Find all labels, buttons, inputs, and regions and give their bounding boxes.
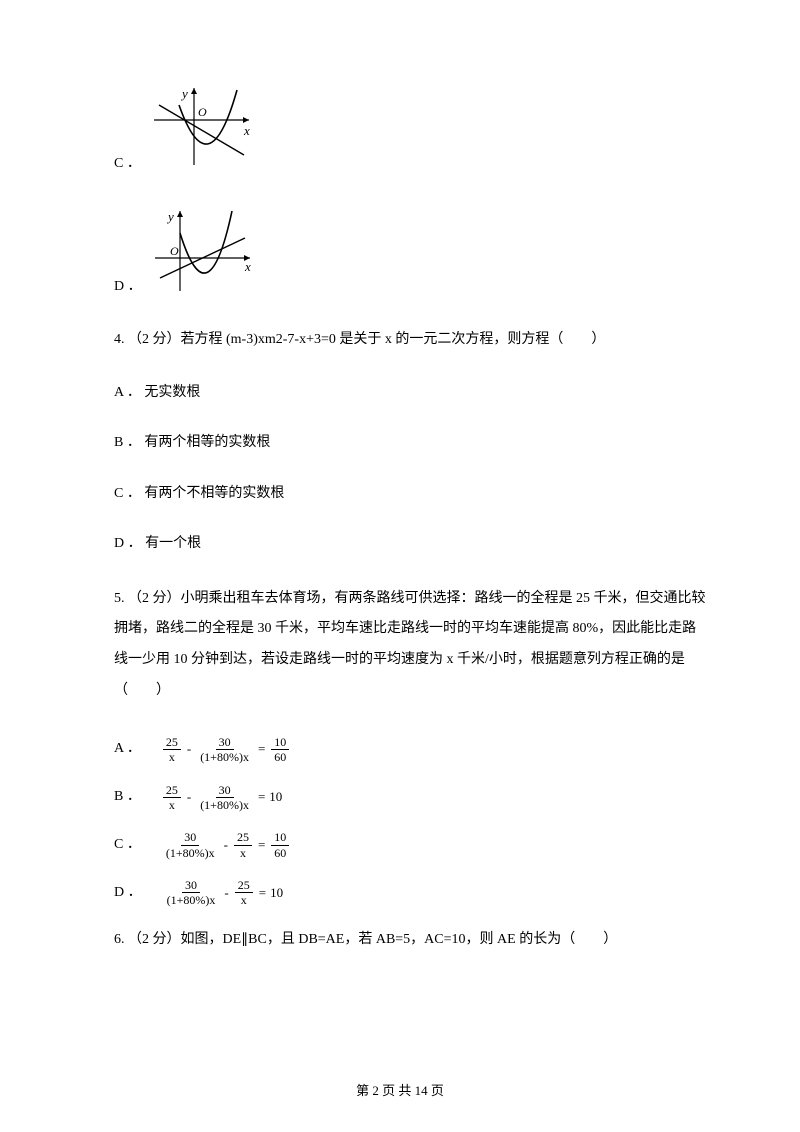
q5-b-label: B ． [114,786,141,808]
option-d-graph: D ． y x O [90,203,710,298]
question-6-text: 6. （2 分）如图，DE∥BC，且 DB=AE，若 AB=5，AC=10，则 … [114,932,617,947]
graph-c: y x O [149,80,259,175]
option-d-label: D ． [114,276,142,298]
x-axis-label: x [244,259,251,274]
q4-option-c: C ． 有两个不相等的实数根 [114,483,710,505]
q4-option-a: A ． 无实数根 [114,382,710,404]
y-axis-label: y [180,86,188,101]
q5-c-label: C ． [114,834,141,856]
q5-option-c: C ． 30(1+80%)x - 25x = 1060 [114,830,710,860]
question-6: 6. （2 分）如图，DE∥BC，且 DB=AE，若 AB=5，AC=10，则 … [114,926,710,954]
q5-b-equation: 25x - 30(1+80%)x = 10 [161,783,282,813]
q5-c-equation: 30(1+80%)x - 25x = 1060 [161,830,291,860]
page-footer: 第 2 页 共 14 页 [0,1081,800,1102]
page-number: 第 2 页 共 14 页 [356,1083,444,1098]
q5-a-equation: 25x - 30(1+80%)x = 1060 [161,735,291,765]
q5-option-a: A ． 25x - 30(1+80%)x = 1060 [114,735,710,765]
q5-option-d: D ． 30(1+80%)x - 25x = 10 [114,878,710,908]
question-5-text: 5. （2 分）小明乘出租车去体育场，有两条路线可供选择：路线一的全程是 25 … [114,591,706,698]
q5-option-b: B ． 25x - 30(1+80%)x = 10 [114,783,710,813]
graph-d: y x O [150,203,260,298]
q5-d-equation: 30(1+80%)x - 25x = 10 [162,878,283,908]
q5-a-label: A ． [114,738,141,760]
y-axis-label: y [166,209,174,224]
q5-d-label: D ． [114,882,142,904]
question-4-text: 4. （2 分）若方程 (m-3)xm2-7-x+3=0 是关于 x 的一元二次… [114,332,605,347]
q4-option-b: B ． 有两个相等的实数根 [114,432,710,454]
option-c-label: C ． [114,153,141,175]
question-5: 5. （2 分）小明乘出租车去体育场，有两条路线可供选择：路线一的全程是 25 … [114,584,710,707]
x-axis-label: x [243,123,250,138]
origin-label: O [170,244,179,258]
q4-option-d: D ． 有一个根 [114,533,710,555]
question-4: 4. （2 分）若方程 (m-3)xm2-7-x+3=0 是关于 x 的一元二次… [114,326,710,354]
option-c-graph: C ． y x O [90,80,710,175]
origin-label: O [198,105,207,119]
